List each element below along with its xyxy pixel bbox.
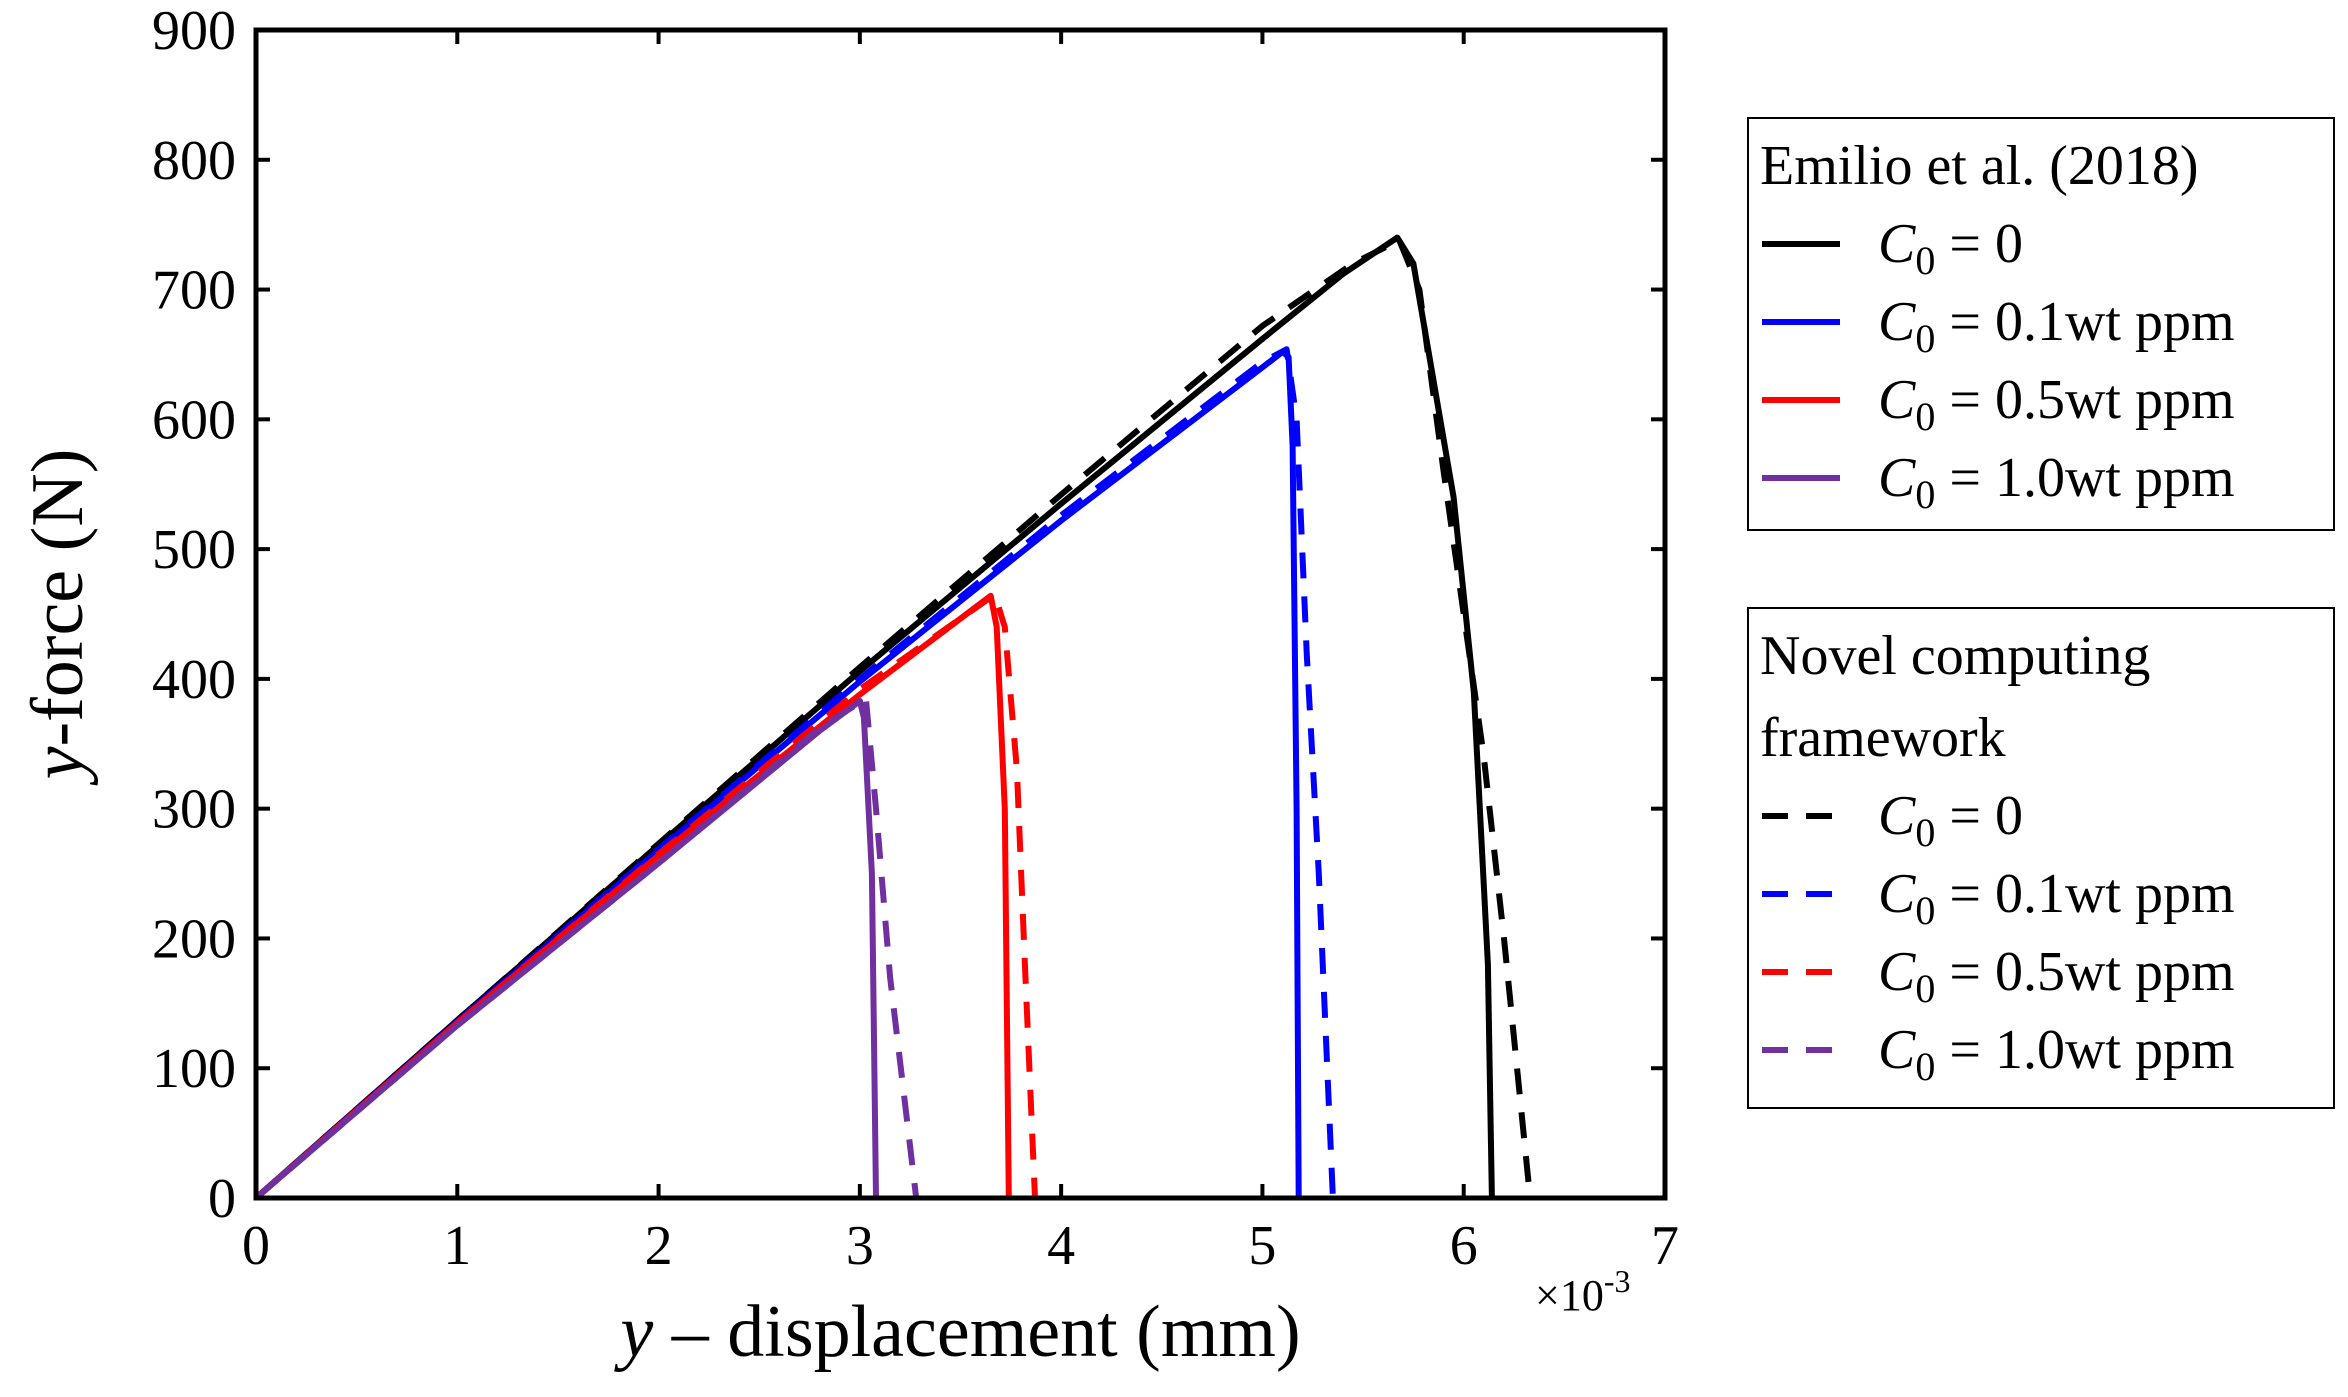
y-tick-label: 900 (152, 0, 236, 62)
y-tick-label: 700 (152, 260, 236, 322)
legend-title: Novel computing (1760, 625, 2150, 687)
series-line (254, 237, 1534, 1201)
x-tick-label: 0 (242, 1215, 270, 1277)
x-axis-label: y – displacement (mm) (613, 1291, 1300, 1373)
legend-box (1747, 607, 2335, 1109)
legend: Emilio et al. (2018) C0 = 0 C0 = 0.1wt ppm… (1747, 117, 2335, 1109)
series-layer (254, 234, 1534, 1201)
y-tick-label: 800 (152, 130, 236, 192)
legend-entry: C0 = 0.1wt ppm (1878, 291, 2235, 361)
y-axis-label-var: y (17, 746, 99, 786)
legend-entry: C0 = 1.0wt ppm (1878, 447, 2235, 517)
x-tick-label: 7 (1651, 1215, 1679, 1277)
y-tick-label: 300 (152, 779, 236, 841)
x-tick-label: 5 (1248, 1215, 1276, 1277)
legend-title: Emilio et al. (2018) (1760, 135, 2199, 197)
x-tick-label: 3 (846, 1215, 874, 1277)
series-line (254, 346, 1336, 1201)
x-axis-label-var: y (613, 1291, 653, 1373)
series-line (254, 695, 920, 1201)
y-tick-label: 500 (152, 519, 236, 581)
y-tick-label: 600 (152, 389, 236, 451)
x-multiplier-exponent: -3 (1604, 1263, 1631, 1299)
series-line (254, 591, 1038, 1201)
series-line (254, 348, 1302, 1201)
y-tick-label: 100 (152, 1038, 236, 1100)
legend-entry: C0 = 0.5wt ppm (1878, 941, 2235, 1011)
y-tick-label: 400 (152, 649, 236, 711)
legend-entry: C0 = 1.0wt ppm (1878, 1019, 2235, 1089)
x-axis-multiplier: ×10-3 (1535, 1263, 1630, 1320)
legend-entry: C0 = 0 (1878, 213, 2023, 283)
x-axis-label-text: – displacement (mm) (653, 1291, 1300, 1373)
legend-entry: C0 = 0.5wt ppm (1878, 369, 2235, 439)
x-multiplier-base: ×10 (1535, 1271, 1604, 1320)
x-tick-label: 1 (443, 1215, 471, 1277)
x-tick-label: 6 (1450, 1215, 1478, 1277)
legend-title: framework (1760, 707, 2006, 769)
series-line (254, 698, 879, 1201)
legend-entry: C0 = 0 (1878, 785, 2023, 855)
legend-box (1747, 117, 2335, 531)
y-tick-label: 0 (208, 1168, 236, 1230)
legend-entry: C0 = 0.1wt ppm (1878, 863, 2235, 933)
y-axis-label-text: -force (N) (17, 449, 99, 747)
series-line (254, 592, 1012, 1201)
plot-frame (253, 27, 1668, 1201)
x-tick-label: 4 (1047, 1215, 1075, 1277)
ticks-layer: 0 1 2 3 4 5 6 7 0 100 200 300 400 500 600 700 800 900 (152, 0, 1679, 1277)
y-tick-label: 200 (152, 908, 236, 970)
y-axis-label: y-force (N) (17, 449, 99, 787)
x-tick-label: 2 (645, 1215, 673, 1277)
